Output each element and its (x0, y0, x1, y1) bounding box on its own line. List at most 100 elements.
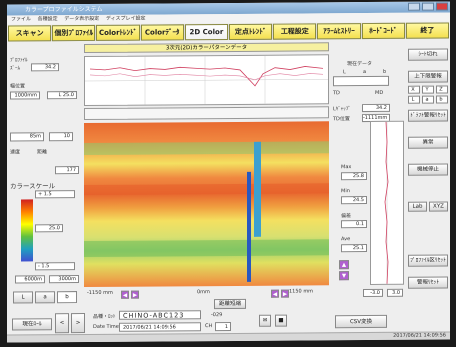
alarm-reset-button[interactable]: 警報ﾘｾｯﾄ (408, 276, 448, 289)
close-button[interactable] (436, 2, 448, 11)
map-streak (254, 141, 261, 237)
tab-lab[interactable]: Lab (408, 201, 427, 212)
profile-reset-button[interactable]: ﾌﾟﾛﾌｧｲﾙ区ﾘｾｯﾄ (408, 254, 448, 267)
tab-L[interactable]: L (13, 291, 33, 304)
csv-convert-button[interactable]: CSV変換 (335, 314, 387, 329)
lab-gap-label: Lｷﾞｬｯﾌﾟ (333, 106, 351, 113)
col-b: b (383, 68, 387, 75)
profile-line-1 (89, 66, 324, 87)
drift-alarm-reset-button[interactable]: ﾄﾞﾗﾌﾄ警報ﾘｾｯﾄ (408, 109, 448, 122)
map-band (84, 239, 329, 258)
tab-alarm-history[interactable]: ｱﾗｰﾑﾋｽﾄﾘｰ (317, 23, 361, 40)
scroll-up-button[interactable]: ▲ (339, 260, 349, 270)
scale-bottom[interactable]: - 1.5 (35, 262, 75, 271)
pos-value2[interactable]: 10 (49, 132, 73, 142)
td-label: TD (333, 90, 340, 97)
product-value: CHINO-ABC123 (119, 310, 201, 320)
md-profile-line (384, 121, 389, 284)
ch-value: 1 (215, 321, 231, 332)
max-value: 25.8 (341, 172, 367, 181)
md-label: MD (375, 89, 384, 96)
std-label: 偏差 (341, 213, 352, 220)
status-date: 2017/06/21 14:09:56 (393, 332, 446, 339)
menu-data-display[interactable]: データ表示設定 (64, 15, 100, 23)
date-value: 2017/06/21 14:09:56 (119, 322, 201, 332)
2d-color-map (84, 121, 329, 288)
status-bar: 2017/06/21 14:09:56 (7, 331, 450, 343)
min-value: 24.5 (341, 196, 367, 205)
scroll-track[interactable] (84, 106, 329, 121)
date-label: Date Time (93, 323, 119, 330)
axis-right: 3.0 (387, 288, 403, 297)
zoom-label: ｽﾞｰﾑ (10, 65, 21, 72)
error-button[interactable]: 異常 (408, 136, 448, 149)
profile-chart (84, 54, 329, 107)
product-label: 品種・ﾛｯﾄ (93, 313, 116, 320)
scroll-left-button[interactable]: ◀ (121, 290, 129, 299)
distance-label: 距離 (37, 149, 48, 156)
tab-xyz[interactable]: XYZ (429, 201, 448, 212)
value-box: 177 (55, 166, 79, 175)
prev-button[interactable]: < (55, 313, 69, 334)
window-title: カラープロファイルシステム (25, 5, 103, 14)
scroll-left-button[interactable]: ◀ (271, 289, 279, 298)
exit-button[interactable]: 終了 (405, 22, 450, 39)
maximize-button[interactable] (422, 2, 434, 11)
current-data-values (333, 75, 389, 87)
col-L: L (343, 69, 346, 76)
max-label: Max (341, 164, 352, 171)
pos-value[interactable]: 85m (10, 132, 44, 142)
tab-fixed-trend[interactable]: 定点ﾄﾚﾝﾄﾞ (229, 23, 273, 40)
tab-a[interactable]: a (35, 291, 55, 304)
color-scale-label: カラースケール (10, 182, 56, 191)
profile-line-2 (89, 73, 324, 81)
pos-start: -1150 mm (87, 289, 113, 296)
distance-shorten-button[interactable]: 距離短縮 (214, 298, 246, 310)
cell-a: a (422, 95, 434, 104)
profile-chart-svg (85, 55, 328, 105)
cell-y: Y (422, 85, 434, 94)
width-label: 幅位置 (10, 83, 26, 90)
range-left[interactable]: 6000m (15, 275, 45, 284)
menu-display-settings[interactable]: ディスプレイ設定 (105, 15, 146, 22)
tab-process[interactable]: 工程設定 (273, 23, 317, 40)
color-scale-bar (21, 199, 33, 262)
lot-value: -029 (211, 312, 223, 319)
scale-top[interactable]: + 1.5 (35, 190, 75, 199)
tab-2d-color[interactable]: 2D Color (184, 24, 229, 41)
tab-profile[interactable]: 個別ﾌﾟﾛﾌｧｲﾙ (52, 24, 96, 42)
scroll-right-button[interactable]: ▶ (281, 289, 289, 298)
tab-hold-code[interactable]: ﾎｰﾄﾞｺｰﾄﾞ (361, 22, 405, 40)
machine-stop-button[interactable]: 機械停止 (408, 163, 448, 176)
lab-gap-value: 34.2 (362, 103, 390, 113)
menu-settings[interactable]: 各種設定 (37, 16, 58, 23)
cell-b: b (436, 95, 448, 104)
next-button[interactable]: > (71, 313, 85, 334)
td-pos-label: TD位置 (333, 116, 350, 123)
md-profile-chart (370, 120, 404, 286)
map-streak (247, 171, 251, 282)
tab-scan[interactable]: スキャン (8, 25, 52, 42)
current-roll-button[interactable]: 現在ﾛｰﾙ (12, 318, 52, 331)
save-icon[interactable]: ■ (275, 314, 287, 327)
width-value[interactable]: 1000mm (10, 91, 40, 100)
minimize-button[interactable] (408, 2, 420, 11)
tab-color-data[interactable]: Colorﾃﾞｰﾀ (140, 24, 184, 41)
tab-b[interactable]: b (57, 291, 77, 304)
range-right[interactable]: 3000m (49, 275, 79, 284)
tab-color-trend[interactable]: Colorﾄﾚﾝﾄﾞ (96, 24, 140, 41)
scroll-right-button[interactable]: ▶ (131, 290, 139, 299)
limit-alarm-button[interactable]: 上下限警報 (408, 70, 448, 83)
print-icon[interactable]: ✉ (259, 314, 271, 327)
profile-label: ﾌﾟﾛﾌｧｲﾙ (10, 57, 28, 64)
page-title: 3次元(2D)カラーパターンデータ (84, 42, 329, 54)
sheet-break-button[interactable]: ｼｰﾄ切れ (408, 48, 448, 61)
lab-value[interactable]: L 25.0 (47, 91, 77, 100)
main-toolbar: スキャン 個別ﾌﾟﾛﾌｧｲﾙ Colorﾄﾚﾝﾄﾞ Colorﾃﾞｰﾀ 2D C… (8, 22, 450, 42)
menu-file[interactable]: ファイル (11, 16, 32, 23)
scroll-down-button[interactable]: ▼ (339, 271, 349, 281)
ave-label: Ave (341, 236, 351, 243)
scale-mid[interactable]: 25.0 (35, 224, 63, 233)
md-profile-svg (384, 121, 389, 284)
map-band (84, 141, 329, 156)
